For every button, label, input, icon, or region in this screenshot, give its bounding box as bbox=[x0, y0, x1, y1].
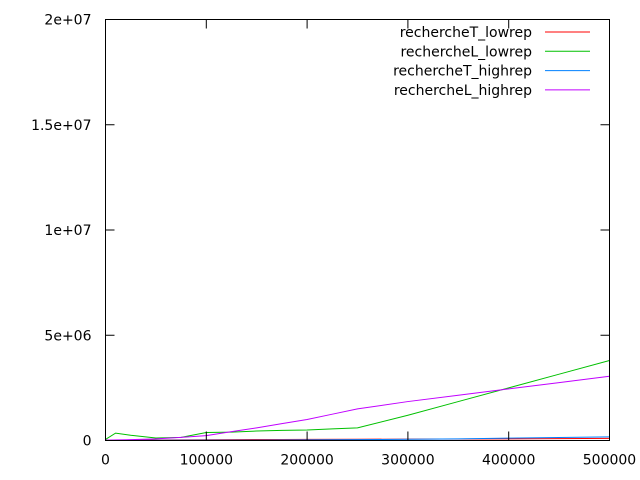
series-line-recherchel-lowrep bbox=[105, 360, 610, 440]
x-tick-label: 100000 bbox=[180, 453, 233, 469]
legend-label: rechercheL_highrep bbox=[394, 83, 532, 99]
x-tick-label: 400000 bbox=[482, 453, 535, 469]
x-tick-label: 200000 bbox=[280, 453, 333, 469]
y-tick-label: 2e+07 bbox=[44, 13, 91, 29]
y-tick-label: 1e+07 bbox=[44, 223, 91, 239]
y-tick-label: 5e+06 bbox=[44, 328, 91, 344]
series-layer bbox=[105, 360, 610, 441]
legend-label: rechercheL_lowrep bbox=[400, 44, 532, 60]
plot-frame bbox=[105, 19, 610, 441]
legend: rechercheT_lowrep rechercheL_lowreprecher… bbox=[393, 25, 590, 99]
legend-label: rechercheT_lowrep bbox=[400, 25, 532, 41]
x-tick-label: 0 bbox=[101, 453, 110, 469]
axis-layer: 0 100000 200000 300000 400000 500000 0 5e+06 1e+… bbox=[31, 13, 636, 469]
y-tick-label: 1.5e+07 bbox=[31, 118, 91, 134]
x-tick-label: 500000 bbox=[583, 453, 636, 469]
x-tick-label: 300000 bbox=[381, 453, 434, 469]
legend-label: rechercheT_highrep bbox=[393, 64, 532, 80]
series-line-recherchel-highrep bbox=[105, 375, 610, 441]
y-tick-label: 0 bbox=[83, 434, 92, 450]
